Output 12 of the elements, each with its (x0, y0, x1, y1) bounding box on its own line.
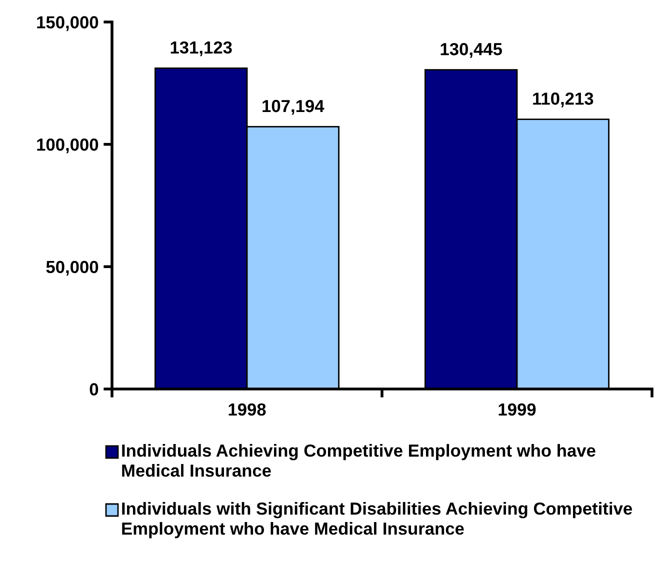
x-tick-label: 1998 (228, 403, 266, 416)
y-tick-label: 100,000 (37, 138, 98, 154)
text: 130,445 (440, 43, 502, 58)
y-tick-label: 50,000 (46, 260, 98, 276)
legend-label: Individuals with Significant Disabilities Achieving Competitive Employment who have Medical Insurance (122, 502, 632, 538)
y-tick-label: 0 (90, 383, 98, 396)
y-tick-label: 150,000 (37, 16, 98, 31)
text: 107,194 (262, 100, 324, 115)
legend-label: Individuals Achieving Competitive Employment who have Medical Insurance (122, 444, 596, 477)
text: 131,123 (170, 41, 232, 56)
x-tick-label: 1999 (498, 403, 536, 416)
text: 110,213 (533, 92, 594, 108)
